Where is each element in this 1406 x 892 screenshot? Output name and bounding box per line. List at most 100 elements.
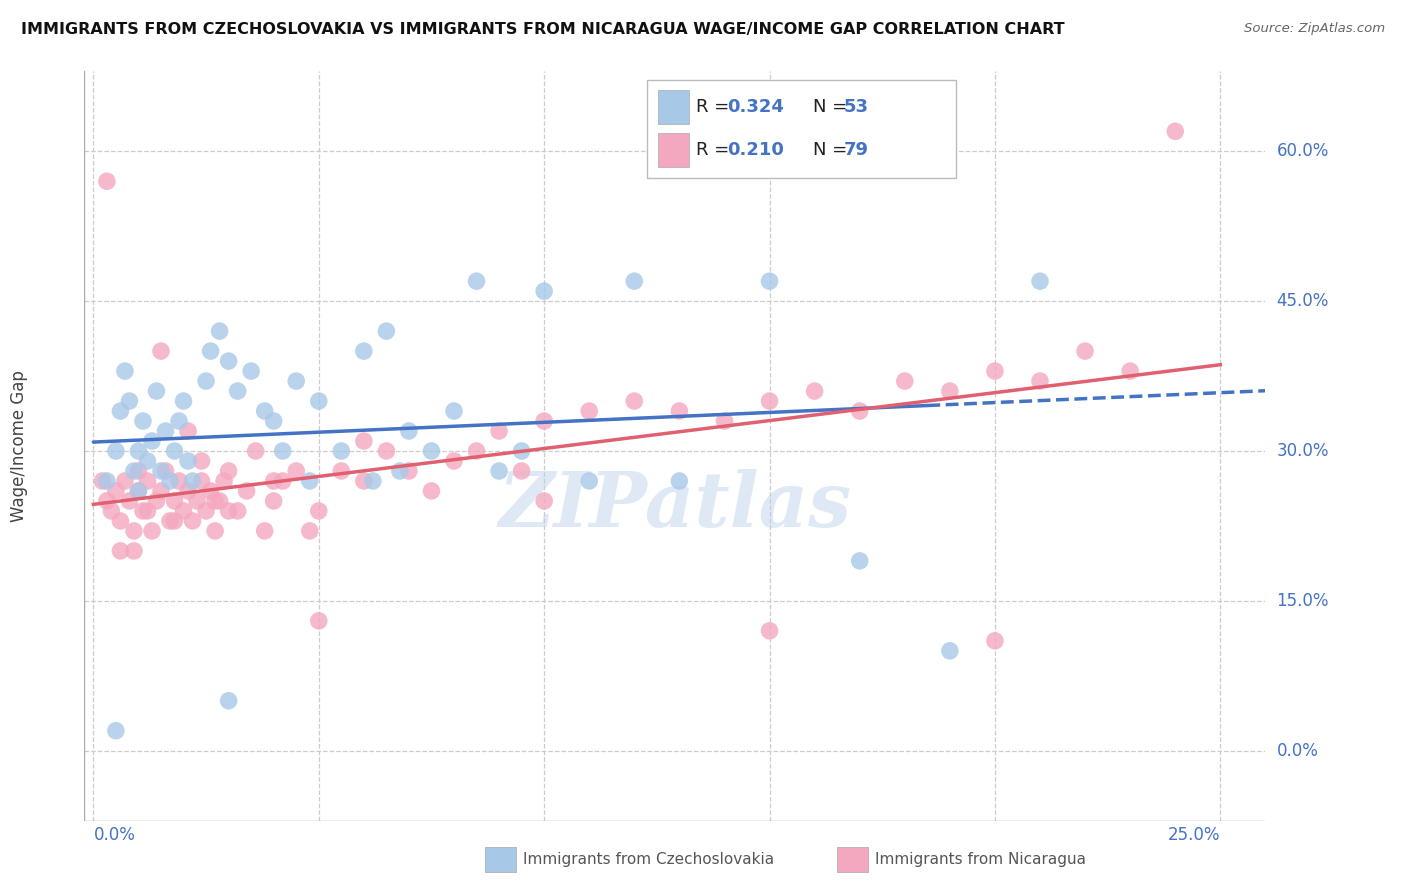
Point	[132, 414, 155, 428]
Point	[263, 414, 285, 428]
Point	[375, 324, 398, 338]
Text: 45.0%: 45.0%	[1277, 293, 1329, 310]
Point	[308, 504, 330, 518]
Point	[803, 384, 825, 398]
Point	[155, 424, 177, 438]
Point	[263, 474, 285, 488]
Point	[285, 374, 308, 388]
Point	[136, 454, 159, 468]
Point	[245, 444, 267, 458]
Text: ZIPatlas: ZIPatlas	[498, 469, 852, 543]
Point	[167, 414, 190, 428]
Point	[127, 483, 149, 498]
Point	[330, 444, 353, 458]
Point	[848, 404, 870, 418]
Point	[218, 694, 240, 708]
Point	[668, 474, 690, 488]
Point	[163, 514, 186, 528]
Point	[114, 474, 136, 488]
Point	[285, 464, 308, 478]
Point	[110, 514, 132, 528]
Point	[226, 504, 249, 518]
Point	[173, 394, 195, 409]
Point	[713, 414, 735, 428]
Point	[100, 504, 122, 518]
Text: Source: ZipAtlas.com: Source: ZipAtlas.com	[1244, 22, 1385, 36]
Text: 0.324: 0.324	[727, 98, 783, 116]
Point	[1029, 374, 1052, 388]
Point	[758, 624, 780, 638]
Point	[510, 464, 533, 478]
Point	[1119, 364, 1142, 378]
Point	[226, 384, 249, 398]
Point	[163, 444, 186, 458]
Point	[190, 454, 212, 468]
Point	[218, 464, 240, 478]
Text: Immigrants from Czechoslovakia: Immigrants from Czechoslovakia	[523, 853, 775, 867]
Point	[122, 464, 145, 478]
Point	[110, 404, 132, 418]
Point	[420, 483, 443, 498]
Point	[118, 394, 141, 409]
Text: 0.0%: 0.0%	[1277, 742, 1319, 760]
Point	[159, 474, 181, 488]
Point	[353, 344, 375, 359]
Text: 15.0%: 15.0%	[1277, 592, 1329, 610]
Point	[578, 404, 600, 418]
Text: 0.0%: 0.0%	[93, 826, 135, 844]
Point	[208, 494, 231, 508]
Point	[398, 464, 420, 478]
Text: 60.0%: 60.0%	[1277, 143, 1329, 161]
Text: N =: N =	[813, 141, 852, 159]
Point	[96, 174, 118, 188]
Point	[465, 274, 488, 288]
Text: IMMIGRANTS FROM CZECHOSLOVAKIA VS IMMIGRANTS FROM NICARAGUA WAGE/INCOME GAP CORR: IMMIGRANTS FROM CZECHOSLOVAKIA VS IMMIGR…	[21, 22, 1064, 37]
Point	[173, 504, 195, 518]
Point	[204, 494, 226, 508]
Point	[263, 494, 285, 508]
Point	[212, 474, 235, 488]
Text: Immigrants from Nicaragua: Immigrants from Nicaragua	[875, 853, 1085, 867]
Point	[218, 354, 240, 368]
Point	[533, 414, 555, 428]
Point	[375, 444, 398, 458]
Point	[96, 474, 118, 488]
Point	[623, 394, 645, 409]
Point	[939, 384, 962, 398]
Point	[758, 274, 780, 288]
Point	[271, 444, 294, 458]
Point	[623, 274, 645, 288]
Point	[177, 483, 200, 498]
Point	[443, 404, 465, 418]
Point	[253, 404, 276, 418]
Point	[145, 494, 167, 508]
Point	[758, 394, 780, 409]
Point	[177, 424, 200, 438]
Point	[533, 494, 555, 508]
Point	[177, 454, 200, 468]
Point	[150, 483, 173, 498]
Point	[420, 444, 443, 458]
Point	[195, 374, 218, 388]
Point	[1074, 344, 1097, 359]
Point	[939, 644, 962, 658]
Point	[145, 384, 167, 398]
Text: R =: R =	[696, 141, 735, 159]
Point	[96, 494, 118, 508]
Point	[510, 444, 533, 458]
Text: 79: 79	[844, 141, 869, 159]
Point	[218, 504, 240, 518]
Point	[190, 474, 212, 488]
Point	[308, 394, 330, 409]
Point	[200, 344, 222, 359]
Point	[141, 434, 163, 448]
Point	[235, 483, 257, 498]
Point	[163, 494, 186, 508]
Point	[361, 474, 384, 488]
Point	[308, 614, 330, 628]
Point	[127, 464, 149, 478]
Point	[443, 454, 465, 468]
Point	[298, 524, 321, 538]
Point	[488, 424, 510, 438]
Text: N =: N =	[813, 98, 852, 116]
